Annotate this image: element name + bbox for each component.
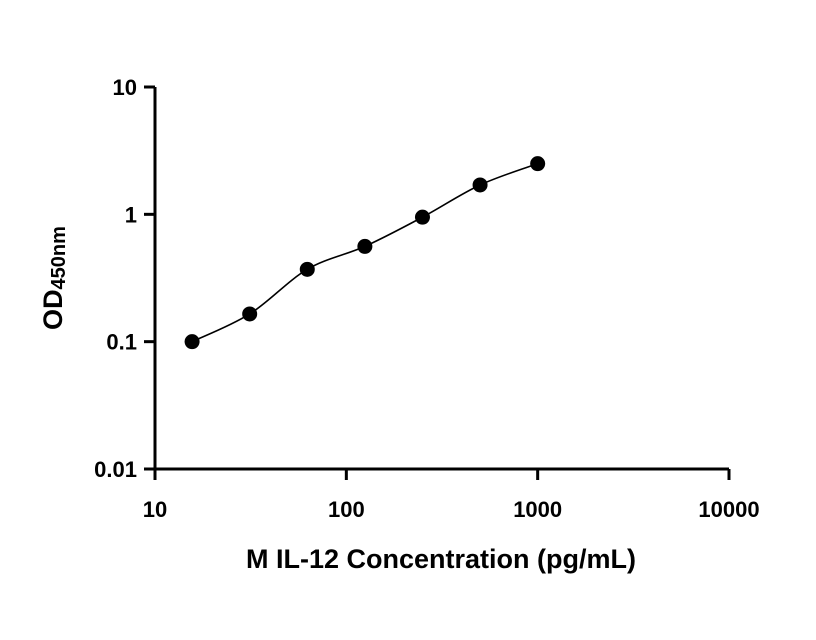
x-tick-label: 10: [143, 497, 167, 522]
x-tick-label: 1000: [513, 497, 562, 522]
data-point: [357, 238, 373, 254]
data-point: [472, 177, 488, 193]
y-tick-label: 1: [125, 202, 137, 227]
data-point: [184, 334, 200, 350]
x-axis-ticks: 10 100 1000 10000: [143, 469, 760, 522]
y-axis-title-main: OD: [38, 289, 68, 330]
y-tick-label: 10: [113, 75, 137, 100]
data-point: [414, 209, 430, 225]
axes: [153, 87, 729, 471]
x-axis-title: M IL-12 Concentration (pg/mL): [246, 544, 636, 574]
y-tick-label: 0.01: [94, 457, 137, 482]
y-axis-title-subscript: 450nm: [48, 226, 70, 289]
data-point: [299, 261, 315, 277]
x-tick-label: 10000: [698, 497, 759, 522]
data-points: [184, 156, 546, 350]
y-tick-label: 0.1: [106, 330, 137, 355]
y-axis-title: OD450nm: [38, 226, 70, 330]
data-point: [530, 156, 546, 172]
x-tick-label: 100: [328, 497, 365, 522]
y-axis-ticks: 0.01 0.1 1 10: [94, 75, 155, 482]
data-point: [242, 306, 258, 322]
